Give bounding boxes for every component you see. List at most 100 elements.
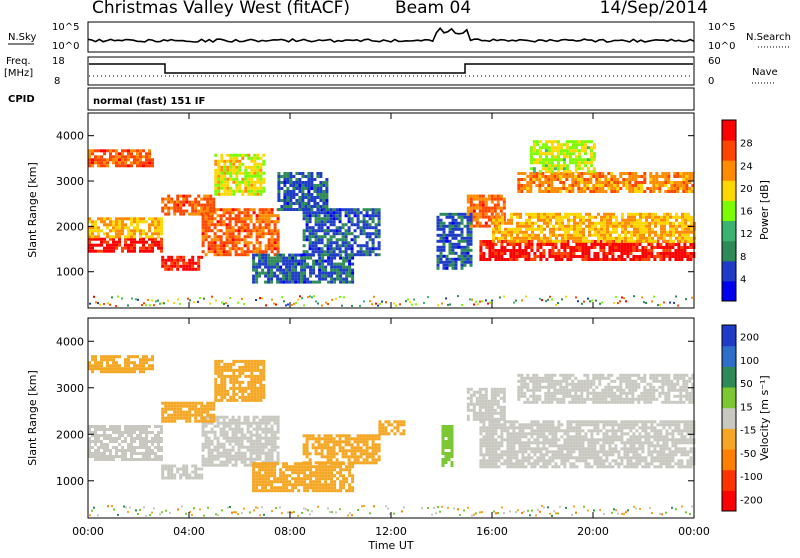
heatmap-cell	[280, 208, 283, 211]
heatmap-cell	[220, 369, 223, 372]
heatmap-cell	[182, 195, 185, 198]
heatmap-cell	[519, 222, 522, 225]
heatmap-cell	[294, 480, 297, 483]
heatmap-cell	[569, 155, 572, 158]
heatmap-cell	[151, 452, 154, 455]
heatmap-cell	[470, 198, 473, 201]
heatmap-cell	[241, 360, 244, 363]
heatmap-cell	[581, 246, 584, 249]
heatmap-cell	[223, 166, 226, 169]
heatmap-cell	[262, 387, 265, 390]
heatmap-cell	[200, 411, 203, 414]
heatmap-cell	[91, 431, 94, 434]
heatmap-cell	[256, 232, 259, 235]
heatmap-cell	[529, 184, 532, 187]
heatmap-cell	[223, 160, 226, 163]
heatmap-cell	[597, 213, 600, 216]
heatmap-cell	[668, 246, 671, 249]
heatmap-cell	[264, 266, 267, 269]
heatmap-cell	[211, 449, 214, 452]
heatmap-cell	[488, 195, 491, 198]
heatmap-cell	[292, 193, 295, 196]
heatmap-cell	[641, 255, 644, 258]
heatmap-cell	[557, 258, 560, 261]
heatmap-cell	[226, 211, 229, 214]
heatmap-cell	[473, 219, 476, 222]
heatmap-cell	[288, 254, 291, 257]
heatmap-cell	[513, 302, 515, 304]
heatmap-cell	[271, 299, 273, 301]
heatmap-cell	[238, 208, 241, 211]
heatmap-cell	[345, 281, 348, 284]
heatmap-cell	[522, 234, 525, 237]
heatmap-cell	[130, 155, 133, 158]
heatmap-cell	[94, 434, 97, 437]
heatmap-cell	[592, 190, 595, 193]
heatmap-cell	[587, 298, 589, 300]
heatmap-cell	[106, 232, 109, 235]
heatmap-cell	[232, 449, 235, 452]
heatmap-cell	[268, 452, 271, 455]
heatmap-cell	[638, 249, 641, 252]
heatmap-cell	[524, 252, 527, 255]
heatmap-cell	[525, 228, 528, 231]
heatmap-cell	[578, 255, 581, 258]
heatmap-cell	[241, 250, 244, 253]
heatmap-cell	[194, 465, 197, 468]
heatmap-cell	[312, 229, 315, 232]
heatmap-cell	[327, 226, 330, 229]
heatmap-cell	[268, 416, 271, 419]
heatmap-cell	[115, 161, 118, 164]
heatmap-cell	[301, 297, 303, 299]
heatmap-cell	[106, 446, 109, 449]
heatmap-cell	[611, 258, 614, 261]
heatmap-cell	[277, 235, 280, 238]
heatmap-cell	[232, 434, 235, 437]
heatmap-cell	[306, 229, 309, 232]
heatmap-cell	[259, 428, 262, 431]
heatmap-cell	[235, 229, 238, 232]
heatmap-cell	[106, 367, 109, 370]
heatmap-cell	[625, 181, 628, 184]
heatmap-cell	[627, 225, 630, 228]
heatmap-cell	[669, 237, 672, 240]
heatmap-cell	[500, 249, 503, 252]
heatmap-cell	[467, 258, 470, 261]
heatmap-cell	[259, 458, 262, 461]
heatmap-cell	[313, 184, 316, 187]
heatmap-cell	[241, 434, 244, 437]
heatmap-cell	[494, 210, 497, 213]
heatmap-cell	[437, 261, 440, 264]
heatmap-cell	[203, 298, 205, 300]
heatmap-cell	[191, 201, 194, 204]
heatmap-cell	[115, 440, 118, 443]
heatmap-cell	[232, 378, 235, 381]
heatmap-cell	[467, 261, 470, 264]
heatmap-cell	[229, 175, 232, 178]
heatmap-cell	[566, 252, 569, 255]
heatmap-cell	[547, 175, 550, 178]
heatmap-cell	[590, 164, 593, 167]
heatmap-cell	[545, 149, 548, 152]
heatmap-cell	[631, 184, 634, 187]
heatmap-cell	[501, 222, 504, 225]
heatmap-cell	[330, 223, 333, 226]
heatmap-cell	[232, 431, 235, 434]
heatmap-cell	[217, 190, 220, 193]
heatmap-cell	[544, 187, 547, 190]
heatmap-cell	[333, 266, 336, 269]
heatmap-cell	[229, 461, 232, 464]
heatmap-cell	[500, 210, 503, 213]
heatmap-cell	[526, 190, 529, 193]
heatmap-cell	[238, 163, 241, 166]
heatmap-cell	[202, 461, 205, 464]
heatmap-cell	[136, 458, 139, 461]
heatmap-cell	[223, 387, 226, 390]
heatmap-cell	[585, 219, 588, 222]
heatmap-cell	[292, 175, 295, 178]
heatmap-cell	[136, 220, 139, 223]
heatmap-cell	[167, 465, 170, 468]
heatmap-cell	[250, 190, 253, 193]
heatmap-cell	[501, 219, 504, 222]
heatmap-cell	[130, 244, 133, 247]
